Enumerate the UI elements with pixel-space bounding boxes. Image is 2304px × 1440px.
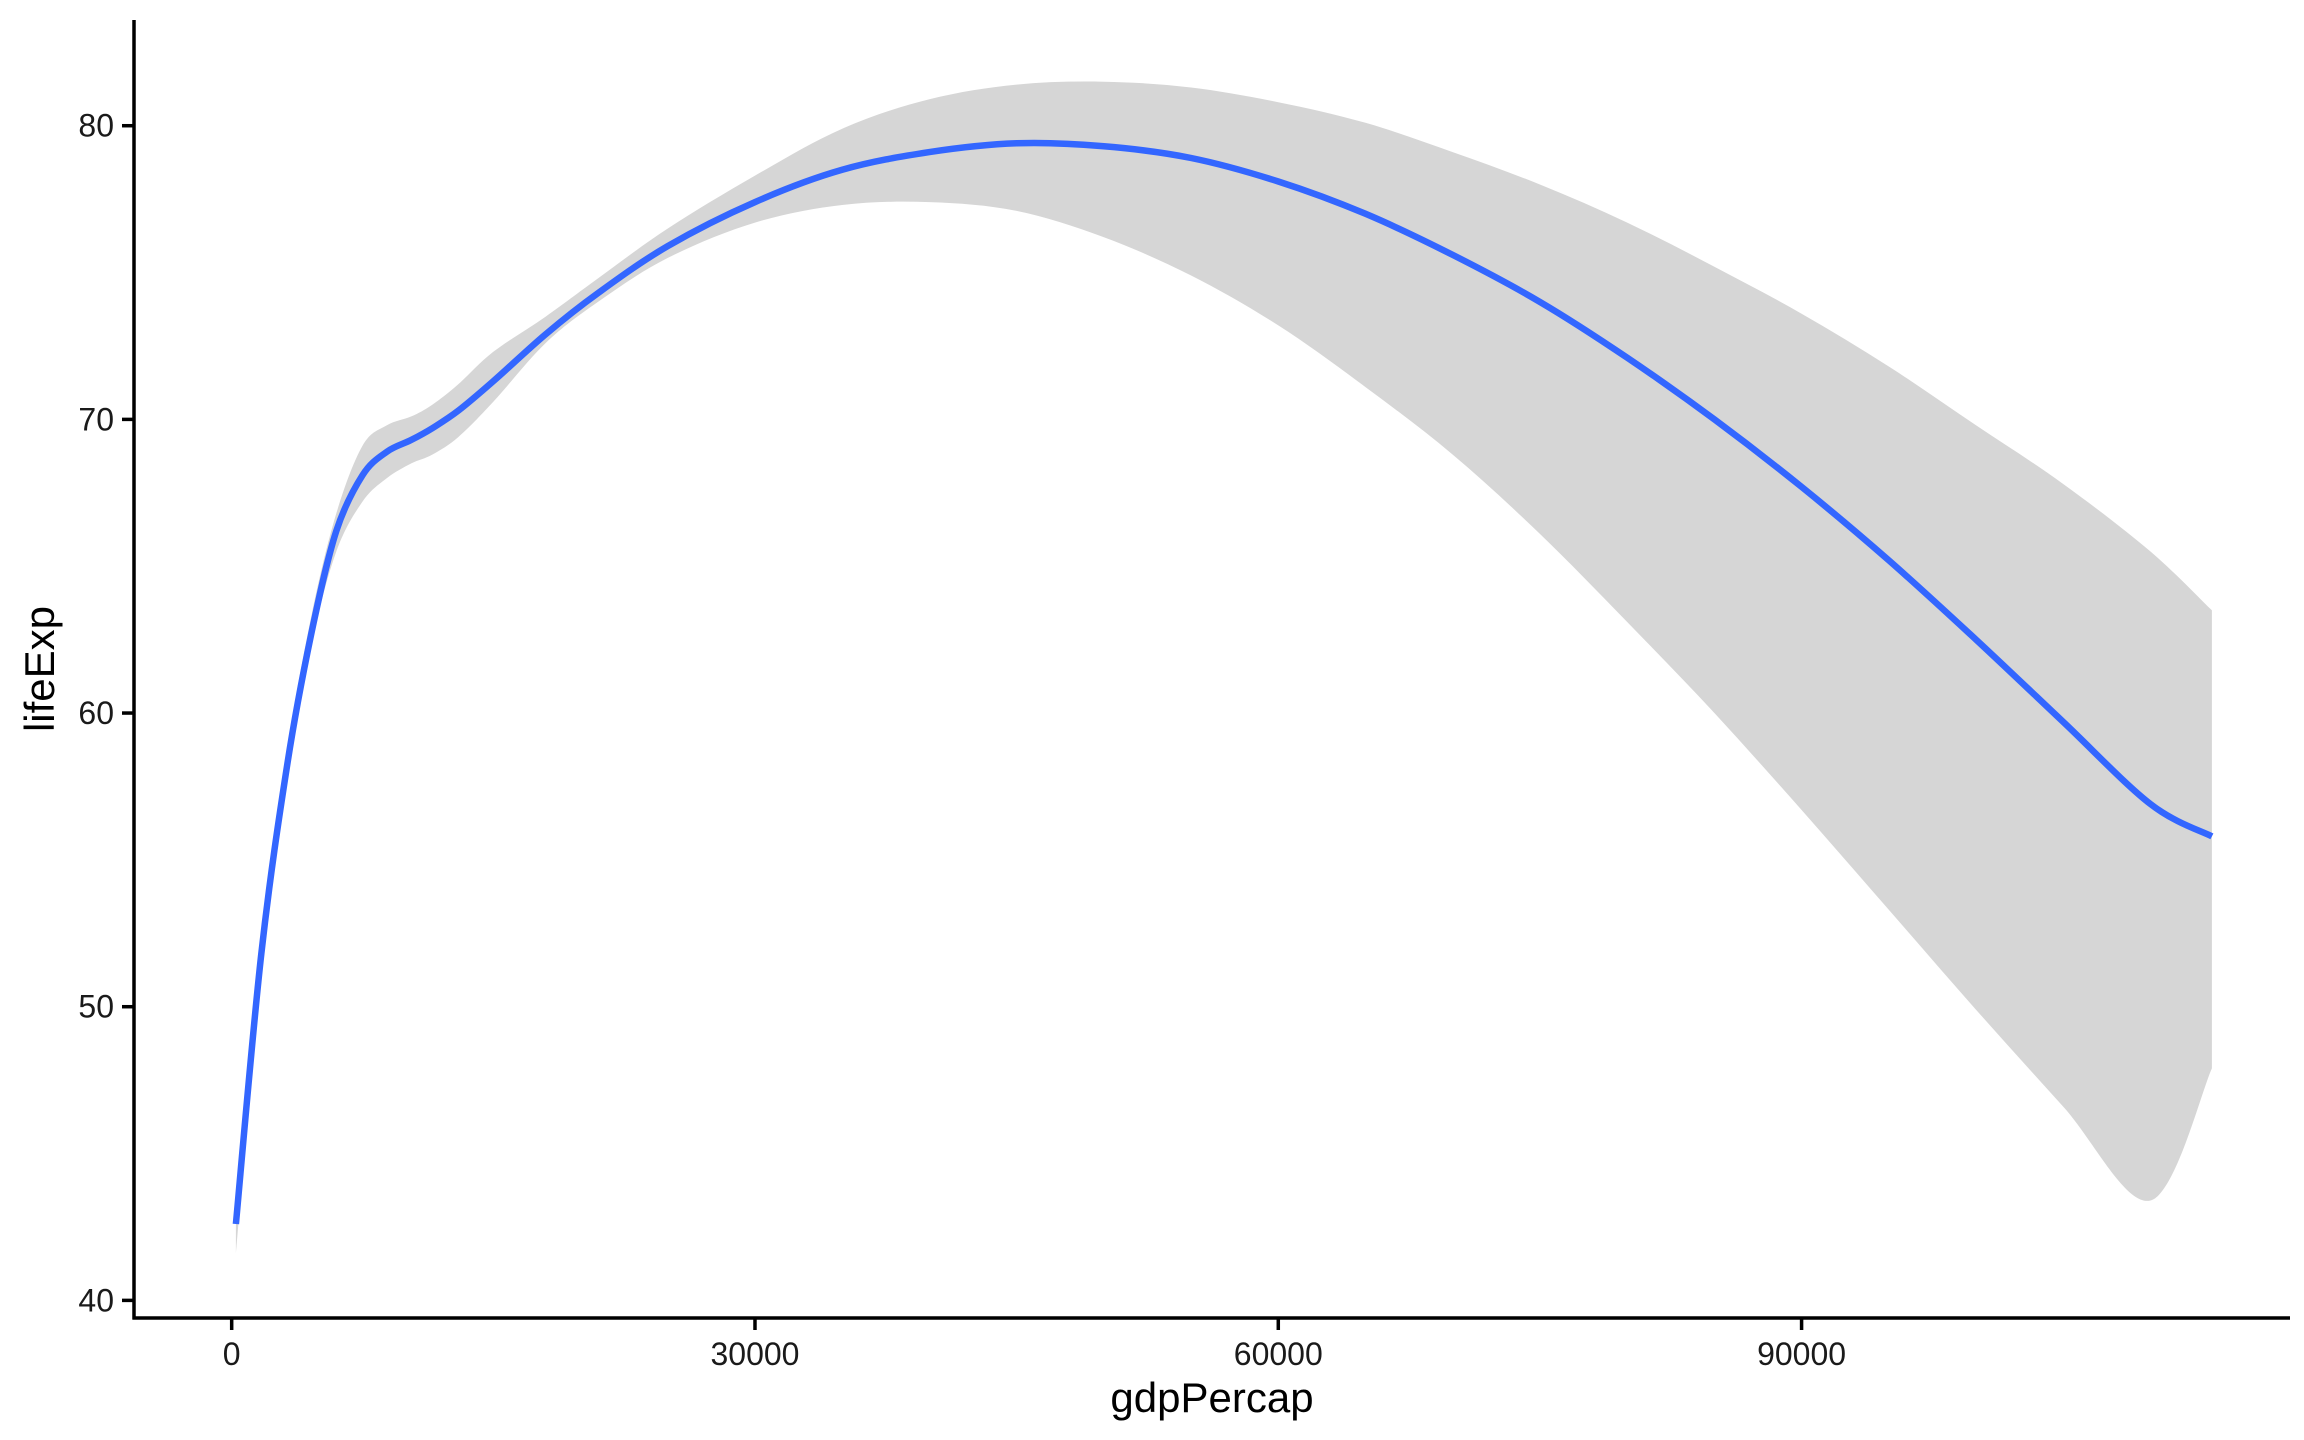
y-axis-title: lifeExp [16, 606, 63, 732]
x-tick-label: 0 [223, 1336, 241, 1372]
y-tick-label: 70 [78, 401, 114, 437]
smooth-line [232, 139, 2214, 1225]
y-tick-label: 60 [78, 695, 114, 731]
y-tick-label: 80 [78, 108, 114, 144]
confidence-band-layer [235, 81, 2212, 1254]
x-axis-title: gdpPercap [1110, 1374, 1313, 1421]
y-axis-ticks: 40 50 60 70 80 [78, 108, 134, 1318]
x-axis-ticks: 0 30000 60000 90000 [223, 1318, 1846, 1372]
x-tick-label: 60000 [1234, 1336, 1323, 1372]
smooth-line-layer [232, 139, 2214, 1225]
x-tick-label: 90000 [1757, 1336, 1846, 1372]
y-tick-label: 40 [78, 1282, 114, 1318]
axes [132, 20, 2290, 1320]
y-tick-label: 50 [78, 989, 114, 1025]
confidence-band [235, 81, 2212, 1254]
x-tick-label: 30000 [710, 1336, 799, 1372]
